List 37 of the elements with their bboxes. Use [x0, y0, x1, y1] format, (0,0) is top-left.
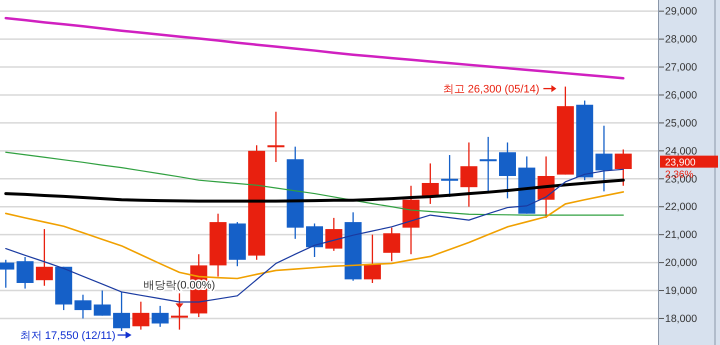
- y-tick-label: 27,000: [665, 62, 698, 74]
- candlestick: [132, 301, 150, 330]
- candlestick: [325, 217, 342, 252]
- y-tick-label: 28,000: [665, 34, 698, 46]
- line-series: [4, 191, 624, 280]
- candlestick: [422, 162, 439, 205]
- line-series: [5, 152, 624, 216]
- candlestick: [595, 125, 612, 192]
- y-tick-label: 25,000: [665, 117, 698, 130]
- y-tick-label: 29,000: [665, 6, 698, 18]
- candlestick: [364, 234, 381, 284]
- candlestick: [170, 292, 188, 330]
- candlestick: [16, 256, 34, 290]
- candlestick: [267, 111, 284, 163]
- y-tick-label: 20,000: [665, 257, 698, 270]
- y-tick-label: 18,000: [665, 312, 698, 325]
- y-tick-label: 24,000: [665, 145, 698, 158]
- candlestick: [113, 291, 130, 332]
- candlestick: [74, 294, 92, 320]
- y-tick-label: 26,000: [665, 89, 698, 102]
- candlestick: [383, 227, 400, 262]
- candlestick: [499, 142, 516, 199]
- candlestick: [36, 228, 53, 286]
- candlestick: [480, 136, 497, 194]
- line-series: [4, 16, 625, 80]
- candlestick: [460, 142, 478, 208]
- y-tick-label: 22,000: [665, 201, 698, 214]
- y-tick-label: 19,000: [665, 285, 698, 298]
- candlestick: [306, 222, 324, 258]
- text: 23,900: [665, 158, 696, 169]
- candlestick: [152, 305, 169, 328]
- candlestick: [441, 154, 458, 198]
- y-tick-label: 21,000: [665, 229, 698, 242]
- candlestick: [614, 148, 632, 186]
- candlestick: [94, 290, 111, 316]
- annotation: 최고 26,300 (05/14): [442, 84, 540, 96]
- annotation: 최저 17,550 (12/11): [20, 330, 116, 342]
